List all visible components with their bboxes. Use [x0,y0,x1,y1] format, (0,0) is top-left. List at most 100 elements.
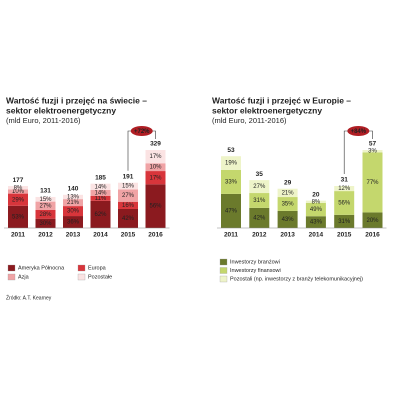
value-label: 14% [94,190,107,196]
x-tick-label: 2011 [11,232,25,239]
bar-segment [362,212,383,228]
bar-segment [90,189,111,196]
total-label: 20 [312,191,320,198]
bar-segment [277,210,298,228]
bar-segment [8,193,28,206]
x-tick-label: 2013 [66,232,81,239]
annotation: +84% [351,129,367,135]
value-label: 17% [149,175,162,181]
value-label: 43% [282,217,295,223]
bar-segment [90,195,111,201]
value-label: 47% [225,209,238,215]
bar-segment [90,183,111,190]
value-label: 30% [67,209,80,215]
value-label: 14% [94,184,107,190]
legend-label: Pozostałe [88,274,112,280]
chart-title: Wartość fuzji i przejęć na świecie – [6,95,147,105]
legend-label: Inwestorzy finansowi [230,268,281,274]
total-label: 177 [13,177,24,184]
value-label: 30% [39,221,52,227]
value-label: 10% [12,189,25,195]
value-label: 28% [39,212,52,218]
x-tick-label: 2016 [148,232,163,239]
bar-segment [35,196,56,202]
bar-segment [221,169,241,194]
x-tick-label: 2015 [337,232,352,239]
value-label: 27% [39,203,52,209]
bar-segment [277,197,298,211]
bar-segment [90,200,111,228]
source: Źródło: A.T. Kearney [6,294,52,301]
bar-segment [334,214,355,228]
value-label: 11% [95,196,107,202]
bar-segment [118,182,138,190]
total-label: 140 [68,186,79,193]
bar-segment [35,201,56,210]
legend-label: Inwestorzy branżowi [230,259,280,265]
bar-segment [362,150,383,153]
bar-segment [118,201,138,209]
bar-segment [249,180,270,194]
total-label: 53 [227,147,235,154]
value-label: 56% [338,201,351,207]
x-tick-label: 2014 [93,232,108,239]
bar-segment [221,156,241,170]
bar-segment [63,194,83,200]
x-tick-label: 2016 [365,232,380,239]
value-label: 31% [253,198,266,204]
value-label: 20% [366,218,379,224]
value-label: 27% [253,184,266,190]
legend-swatch [219,258,228,266]
chart-subtitle: (mld Euro, 2011-2016) [212,116,287,125]
legend-label: Ameryka Północna [18,265,65,271]
total-label: 35 [256,171,264,178]
value-label: 8% [14,185,23,191]
bar-segment [249,193,270,208]
value-label: 17% [149,154,162,160]
value-label: 29% [12,197,25,203]
value-label: 33% [225,180,238,186]
total-label: 31 [341,177,349,184]
value-label: 16% [122,203,135,209]
total-label: 29 [284,179,292,186]
bar-segment [305,200,326,203]
value-label: 15% [39,197,52,203]
bar-segment [35,209,56,219]
bar-segment [63,199,83,207]
bar-segment [8,205,28,228]
annotation-badge [130,126,153,136]
value-label: 62% [94,212,107,218]
legend-swatch [7,264,16,272]
bar-segment [8,186,28,190]
annotation-badge [347,126,370,136]
x-tick-label: 2014 [309,232,324,239]
value-label: 21% [67,200,80,206]
value-label: 42% [253,216,266,222]
chart-title: Wartość fuzji i przejęć w Europie – [212,95,351,105]
legend-swatch [219,275,228,283]
bar-segment [63,216,83,228]
bar-segment [118,189,138,202]
bar-segment [145,184,166,228]
x-tick-label: 2011 [224,232,238,239]
x-tick-label: 2015 [121,232,136,239]
chart-title: sektor elektroenergetyczny [212,105,322,115]
bar-segment [63,206,83,217]
value-label: 36% [67,220,80,226]
value-label: 42% [122,216,135,222]
bar-segment [277,188,298,198]
x-tick-label: 2012 [252,232,267,239]
value-label: 8% [312,199,321,205]
bar-segment [249,207,270,228]
value-label: 3% [368,149,377,155]
bar-segment [305,202,326,217]
value-label: 56% [149,204,162,210]
legend-swatch [77,264,86,272]
value-label: 31% [338,219,351,225]
x-tick-label: 2012 [38,232,53,239]
total-label: 185 [95,174,106,181]
chart-subtitle: (mld Euro, 2011-2016) [6,116,81,125]
bar-segment [8,189,28,194]
annotation: +72% [134,129,150,135]
value-label: 53% [12,214,25,220]
